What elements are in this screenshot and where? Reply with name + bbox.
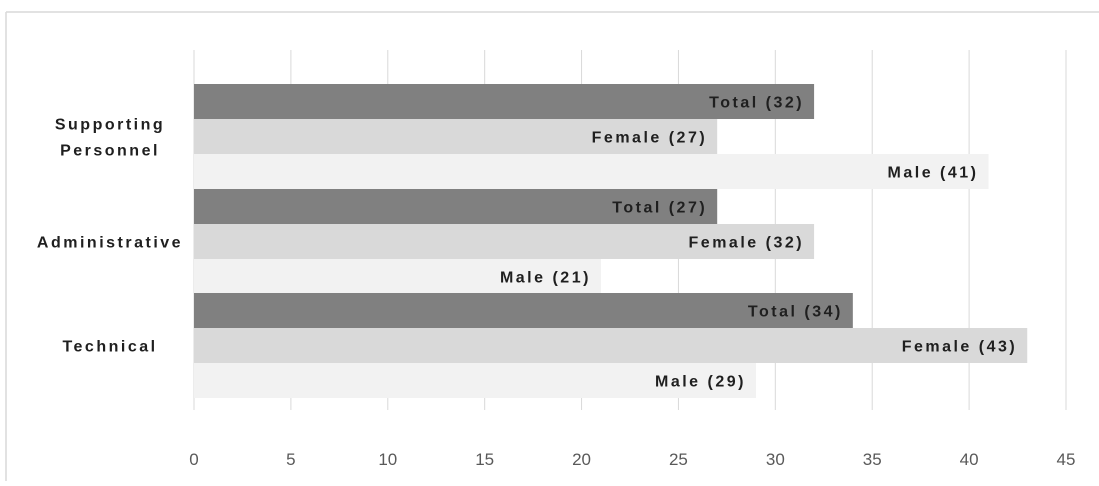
x-tick-label: 25: [669, 450, 688, 469]
x-tick-label: 0: [189, 450, 198, 469]
x-tick-label: 10: [378, 450, 397, 469]
data-label: Female (43): [902, 339, 1018, 356]
bar-female-technical: [194, 328, 1028, 363]
bar-female-administrative: [194, 224, 815, 259]
data-label: Total (34): [748, 304, 843, 321]
data-label: Total (27): [612, 200, 707, 217]
category-label: Administrative: [37, 235, 183, 252]
data-label: Total (32): [709, 95, 804, 112]
bar-male-technical: [194, 363, 756, 398]
data-labels: Total (32) Female (27) Male (41) Total (27)…: [500, 95, 1018, 391]
data-label: Male (41): [888, 165, 979, 182]
category-label: Personnel: [60, 143, 160, 160]
x-tick-label: 45: [1057, 450, 1076, 469]
bar-total-supporting-personnel: [194, 84, 815, 119]
data-label: Male (21): [500, 270, 591, 287]
category-labels: Supporting Personnel Administrative Technic…: [37, 117, 183, 356]
bar-female-supporting-personnel: [194, 119, 718, 154]
x-tick-label: 15: [475, 450, 494, 469]
bar-total-administrative: [194, 189, 718, 224]
x-tick-label: 30: [766, 450, 785, 469]
x-tick-label: 40: [960, 450, 979, 469]
bars: [194, 84, 1028, 398]
x-axis-tick-labels: 0 5 10 15 20 25 30 35 40 45: [189, 450, 1075, 469]
category-label: Technical: [62, 339, 157, 356]
x-tick-label: 35: [863, 450, 882, 469]
bar-male-supporting-personnel: [194, 154, 989, 189]
data-label: Female (32): [689, 235, 805, 252]
category-label: Supporting: [55, 117, 165, 134]
bar-male-administrative: [194, 259, 601, 294]
x-tick-label: 20: [572, 450, 591, 469]
x-tick-label: 5: [286, 450, 295, 469]
data-label: Female (27): [592, 130, 708, 147]
bar-total-technical: [194, 293, 853, 328]
data-label: Male (29): [655, 374, 746, 391]
